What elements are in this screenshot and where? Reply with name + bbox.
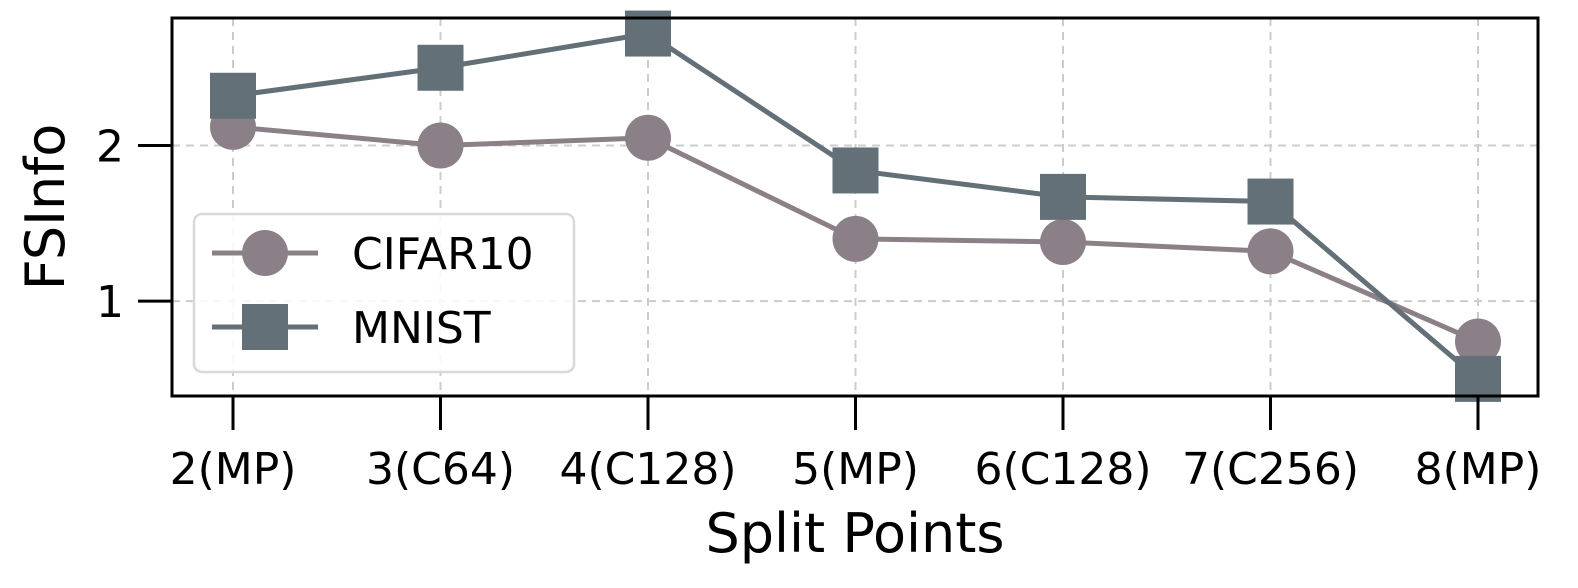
data-point-cifar10 [1455, 318, 1501, 365]
x-tick-label: 5(MP) [792, 444, 919, 495]
x-tick-label: 3(C64) [366, 444, 515, 495]
data-point-mnist [417, 44, 464, 91]
ticks: 2(MP) 3(C64) 4(C128) 5(MP) 6(C128) 7(C256) 8(M… [96, 122, 1541, 495]
data-point-mnist [1455, 355, 1501, 402]
legend-label-cifar10: CIFAR10 [352, 229, 534, 280]
legend-marker-square [242, 304, 288, 350]
x-tick-label: 4(C128) [559, 444, 736, 495]
legend-label-mnist: MNIST [352, 303, 491, 354]
legend-entry-mnist: MNIST [212, 303, 491, 354]
data-point-cifar10 [625, 114, 671, 161]
data-point-cifar10 [1040, 219, 1086, 265]
data-point-mnist [1247, 178, 1294, 225]
data-point-mnist [832, 147, 879, 194]
y-tick-label: 1 [96, 277, 124, 328]
data-point-mnist [1040, 173, 1086, 220]
x-tick-label: 6(C128) [974, 444, 1151, 495]
data-point-cifar10 [832, 215, 879, 262]
x-tick-label: 2(MP) [170, 444, 297, 495]
y-axis-title: FSInfo [14, 124, 77, 291]
x-tick-label: 7(C256) [1182, 444, 1359, 495]
x-tick-label: 8(MP) [1415, 444, 1542, 495]
data-point-cifar10 [1247, 228, 1294, 275]
legend-entry-cifar10: CIFAR10 [212, 229, 534, 280]
y-tick-label: 2 [96, 122, 124, 173]
data-point-cifar10 [417, 122, 464, 169]
series-layer [210, 10, 1501, 402]
legend: CIFAR10 MNIST [192, 212, 576, 374]
x-axis-title: Split Points [705, 502, 1004, 565]
data-point-mnist [210, 72, 256, 119]
legend-marker-circle [242, 230, 288, 276]
